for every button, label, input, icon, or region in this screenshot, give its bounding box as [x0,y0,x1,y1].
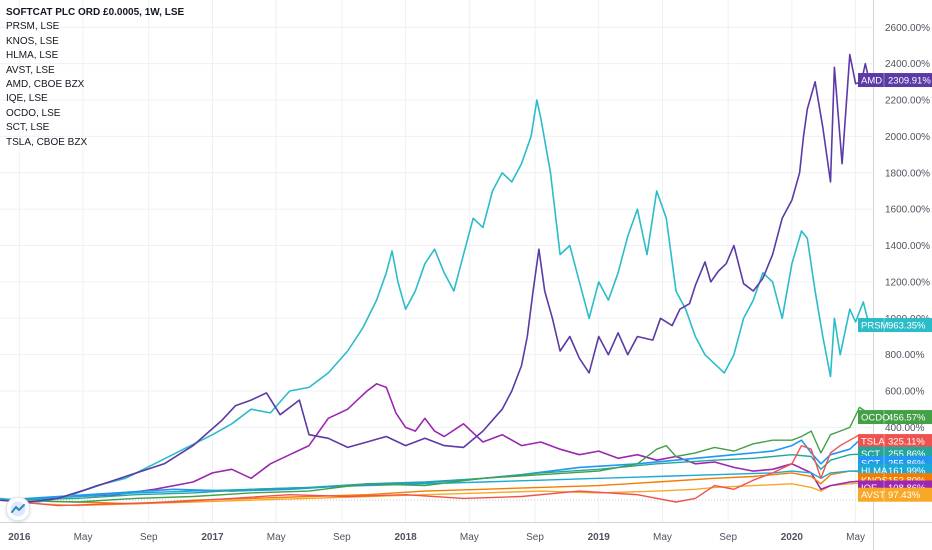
y-tick-label: 2600.00% [885,23,930,34]
series-line-sct[interactable] [0,452,870,501]
y-tick-label: 2400.00% [885,59,930,70]
x-tick-label: May [846,532,865,543]
price-label-name: AMD [861,76,882,87]
price-label-value: 255.86% [888,449,926,460]
series-line-amd[interactable] [0,53,870,503]
legend-item-sct[interactable]: SCT, LSE [6,122,50,134]
legend-item-tsla[interactable]: TSLA, CBOE BZX [6,136,88,148]
series-line-avst[interactable] [0,481,870,507]
price-label-name: TSLA [861,437,885,448]
y-tick-label: 400.00% [885,423,925,434]
y-tick-label: 1200.00% [885,277,930,288]
price-label-value: 456.57% [888,413,926,424]
legend-item-ocdo[interactable]: OCDO, LSE [6,107,61,119]
x-tick-label: 2017 [201,532,224,543]
x-tick-label: May [460,532,479,543]
y-tick-label: 1600.00% [885,205,930,216]
price-label-value: 963.35% [888,321,926,332]
y-tick-label: 1400.00% [885,241,930,252]
x-tick-label: Sep [333,532,351,543]
legend-item-avst[interactable]: AVST, LSE [6,64,55,76]
legend-item-prsm[interactable]: PRSM, LSE [6,21,60,33]
x-tick-label: May [653,532,672,543]
price-label-value: 97.43% [888,490,921,501]
price-label-name: OCDO [861,413,890,424]
x-tick-label: 2018 [394,532,417,543]
legend-title[interactable]: SOFTCAT PLC ORD £0.0005, 1W, LSE [6,7,185,18]
x-tick-label: May [74,532,93,543]
x-tick-label: Sep [719,532,737,543]
price-label-amd[interactable] [858,73,932,88]
price-label-value: 161.99% [888,466,926,477]
price-label-ocdo[interactable] [858,410,932,425]
series-line-iqe[interactable] [0,383,870,501]
x-tick-label: May [267,532,286,543]
legend-item-knos[interactable]: KNOS, LSE [6,35,59,47]
y-tick-label: 1800.00% [885,168,930,179]
x-tick-label: Sep [140,532,158,543]
price-label-tsla[interactable] [858,434,932,449]
series-line-prsm[interactable] [0,99,870,503]
x-tick-label: Sep [526,532,544,543]
series-line-tsla[interactable] [0,434,870,507]
legend-item-hlma[interactable]: HLMA, LSE [6,50,59,62]
price-label-name: PRSM [861,321,889,332]
y-tick-label: 600.00% [885,387,925,398]
price-label-prsm[interactable] [858,318,932,333]
price-label-value: 2309.91% [888,76,931,87]
legend-item-amd[interactable]: AMD, CBOE BZX [6,79,85,91]
price-label-name: HLMA [861,466,888,477]
x-tick-label: 2019 [588,532,611,543]
y-tick-label: 2200.00% [885,96,930,107]
price-label-avst[interactable] [858,487,932,502]
y-tick-label: 800.00% [885,350,925,361]
legend-item-iqe[interactable]: IQE, LSE [6,93,48,105]
price-label-value: 325.11% [888,437,925,448]
chart-legend: SOFTCAT PLC ORD £0.0005, 1W, LSE PRSM, L… [6,6,184,150]
tradingview-logo-icon[interactable] [6,497,30,521]
price-label-name: AVST [861,490,885,501]
x-tick-label: 2016 [8,532,31,543]
price-label-name: SCT [861,449,880,460]
y-tick-label: 2000.00% [885,132,930,143]
series-line-ocdo[interactable] [0,406,870,503]
x-tick-label: 2020 [781,532,804,543]
